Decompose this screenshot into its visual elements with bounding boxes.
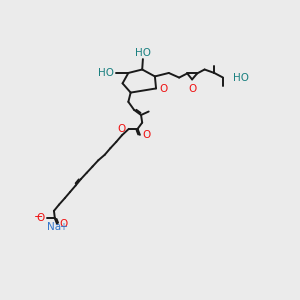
Text: O: O [59,219,68,229]
Text: O: O [143,130,151,140]
Text: HO: HO [98,68,115,78]
Text: −: − [34,212,43,222]
Text: O: O [188,84,196,94]
Text: O: O [160,84,168,94]
Text: O: O [37,213,45,223]
Text: HO: HO [233,73,249,82]
Text: Na: Na [47,222,61,232]
Text: O: O [118,124,126,134]
Text: HO: HO [135,48,151,58]
Text: +: + [59,222,67,232]
